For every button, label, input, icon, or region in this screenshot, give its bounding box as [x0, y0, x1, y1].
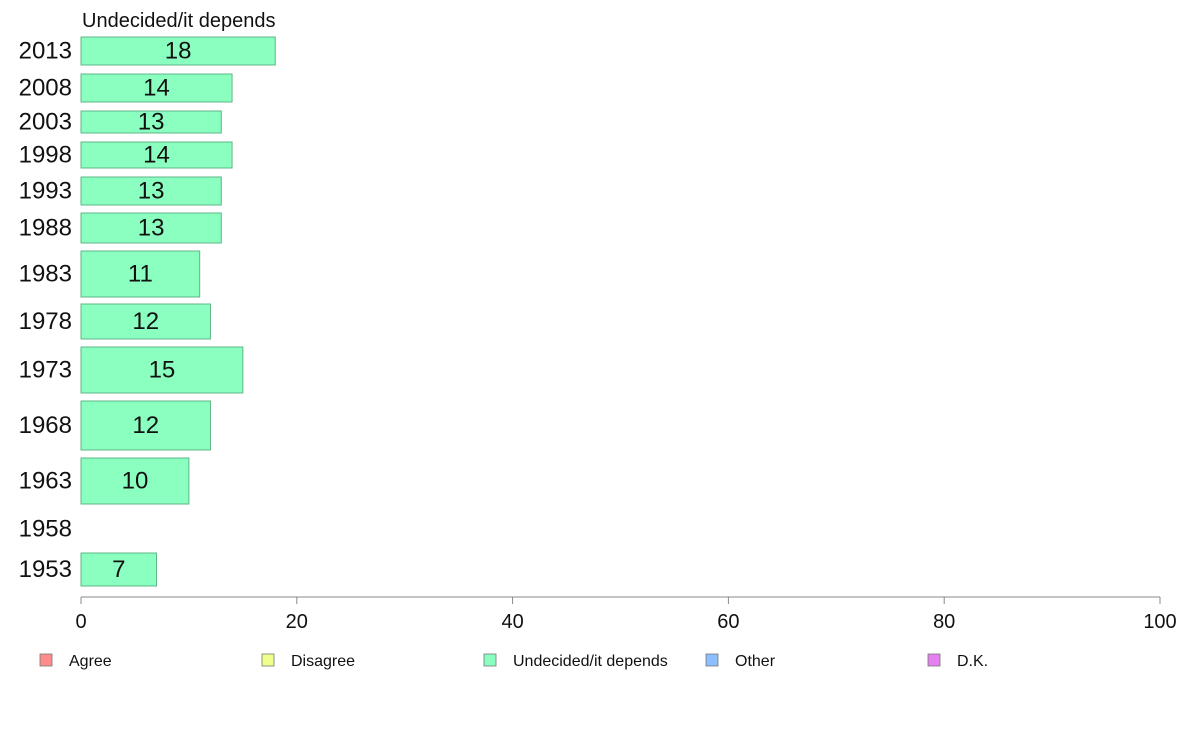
value-label-2013: 18	[165, 38, 192, 65]
legend-label-4: D.K.	[957, 653, 988, 670]
year-label-1963: 1963	[19, 468, 72, 495]
bar-1963	[80, 457, 190, 505]
legend-label-0: Agree	[69, 653, 112, 670]
value-label-1983: 11	[128, 261, 153, 288]
value-label-1953: 7	[112, 556, 125, 583]
bar-1968	[80, 400, 211, 451]
value-label-1978: 12	[132, 308, 159, 335]
value-label-2003: 13	[138, 109, 165, 136]
year-label-1958: 1958	[19, 516, 72, 543]
legend-label-2: Undecided/it depends	[513, 653, 668, 670]
value-label-1998: 14	[143, 142, 170, 169]
bar-1993	[80, 176, 222, 206]
bar-1953	[80, 552, 158, 587]
legend-swatch-4	[927, 653, 941, 667]
x-tick-label-0: 0	[75, 611, 86, 633]
x-tick-label-60: 60	[717, 611, 739, 633]
year-label-2013: 2013	[19, 38, 72, 65]
legend-swatch-1	[261, 653, 275, 667]
value-label-1993: 13	[138, 178, 165, 205]
value-label-1973: 15	[149, 357, 176, 384]
value-label-2008: 14	[143, 75, 170, 102]
x-axis: 0 20 40 60 80 100	[75, 596, 1177, 633]
legend-swatch-0	[39, 653, 53, 667]
legend: Agree Disagree Undecided/it depends Other D.…	[39, 653, 988, 670]
value-label-1988: 13	[138, 215, 165, 242]
bar-2008	[80, 73, 233, 103]
bar-2013	[80, 36, 276, 66]
year-label-1983: 1983	[19, 261, 72, 288]
bar-1983	[80, 250, 201, 298]
legend-label-1: Disagree	[291, 653, 355, 670]
bar-2003	[80, 110, 222, 134]
legend-swatch-2	[483, 653, 497, 667]
year-label-1998: 1998	[19, 142, 72, 169]
year-label-1973: 1973	[19, 357, 72, 384]
x-tick-label-20: 20	[286, 611, 308, 633]
bar-1988	[80, 212, 222, 244]
x-tick-label-40: 40	[501, 611, 523, 633]
year-label-1988: 1988	[19, 215, 72, 242]
year-label-1978: 1978	[19, 308, 72, 335]
x-tick-label-100: 100	[1143, 611, 1176, 633]
legend-swatch-3	[705, 653, 719, 667]
year-label-1953: 1953	[19, 556, 72, 583]
bars-group: 2013 18 2008 14 2003 13 1998 14 1993 13 1988 13 1983…	[19, 36, 276, 587]
value-label-1963: 10	[122, 468, 149, 495]
x-tick-label-80: 80	[933, 611, 955, 633]
bar-1998	[80, 141, 233, 169]
year-label-2008: 2008	[19, 75, 72, 102]
chart-title: Undecided/it depends	[82, 10, 275, 32]
year-label-1968: 1968	[19, 412, 72, 439]
legend-label-3: Other	[735, 653, 776, 670]
bar-1973	[80, 346, 244, 394]
bar-1978	[80, 303, 211, 340]
year-label-1993: 1993	[19, 178, 72, 205]
value-label-1968: 12	[132, 412, 159, 439]
year-label-2003: 2003	[19, 109, 72, 136]
